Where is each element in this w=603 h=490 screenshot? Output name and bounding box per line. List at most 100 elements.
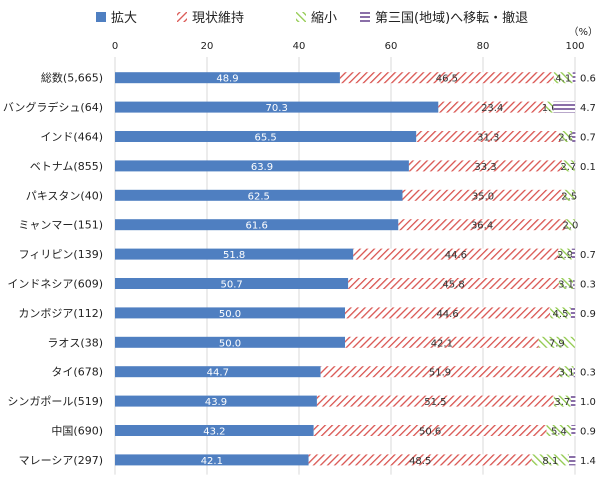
- data-label: 44.7: [207, 368, 229, 379]
- bar-segment: [565, 219, 575, 231]
- bar-segment: [416, 131, 561, 142]
- category-label: インドネシア(609): [7, 278, 103, 291]
- bar-segment: [320, 366, 560, 378]
- legend-swatch: [177, 12, 187, 22]
- bar-segment: [115, 219, 399, 231]
- data-label: 2.7: [560, 162, 576, 173]
- data-label: 2.0: [562, 221, 578, 232]
- category-label: 中国(690): [51, 425, 103, 438]
- data-label: 0.1: [580, 162, 596, 173]
- category-label: インド(464): [40, 131, 103, 144]
- chart-legend: 拡大 現状維持 縮小 第三国(地域)へ移転・撤退: [96, 10, 528, 26]
- data-label: 42.1: [201, 456, 223, 467]
- bar-segment: [546, 425, 572, 436]
- bar-segment: [115, 160, 409, 172]
- bar-segment: [115, 395, 317, 407]
- grid-lines: [114, 57, 576, 475]
- x-axis: 0 20 40 60 80 100: [112, 41, 585, 52]
- category-label: ミャンマー(151): [18, 219, 103, 232]
- bar-segment: [345, 336, 539, 348]
- data-label: 61.6: [246, 221, 268, 232]
- bar-segment: [558, 248, 572, 260]
- data-label: 48.9: [216, 74, 238, 85]
- bar-segment: [316, 395, 554, 407]
- data-label: 44.6: [445, 250, 467, 261]
- bar-segment: [560, 131, 573, 142]
- data-label: 51.5: [424, 397, 446, 408]
- unit-label: （%）: [568, 26, 598, 38]
- x-tick-label: 0: [112, 41, 118, 52]
- data-label: 23.4: [481, 103, 503, 114]
- data-label: 50.0: [219, 338, 241, 349]
- bar-segment: [353, 248, 559, 260]
- data-label: 4.1: [555, 74, 571, 85]
- bar-segment: [115, 366, 321, 378]
- legend-swatch: [296, 12, 306, 22]
- category-label: ベトナム(855): [30, 160, 103, 173]
- x-tick-label: 80: [477, 41, 490, 52]
- bar-segment: [115, 425, 314, 436]
- bar-segment: [339, 72, 554, 84]
- bar-segment: [115, 278, 349, 289]
- bar-segment: [569, 454, 576, 466]
- bar-segment: [553, 101, 575, 113]
- x-tick-label: 60: [385, 41, 398, 52]
- data-label: 43.9: [205, 397, 227, 408]
- data-label: 0.3: [580, 280, 596, 291]
- data-label: 0.9: [580, 309, 596, 320]
- bar-segment: [563, 189, 575, 201]
- bar-segment: [546, 101, 554, 113]
- data-label: 50.6: [419, 427, 441, 438]
- data-label: 62.5: [248, 191, 270, 202]
- data-label: 5.4: [551, 427, 567, 438]
- data-label: 44.6: [436, 309, 458, 320]
- bar-segment: [538, 336, 575, 348]
- bar-segment: [348, 278, 559, 289]
- data-label: 46.5: [436, 74, 458, 85]
- bar-segment: [571, 425, 576, 436]
- data-label: 0.3: [580, 368, 596, 379]
- data-label: 8.1: [542, 456, 558, 467]
- x-tick-label: 100: [565, 41, 584, 52]
- bar-segment: [572, 72, 576, 84]
- x-tick-label: 40: [293, 41, 306, 52]
- bar-segment: [571, 248, 575, 260]
- bar-segment: [115, 307, 345, 319]
- data-label: 2.9: [557, 250, 573, 261]
- data-label: 1.6: [542, 103, 558, 114]
- data-label: 63.9: [251, 162, 273, 173]
- bar-segment: [115, 248, 354, 260]
- data-label: 36.4: [471, 221, 493, 232]
- data-label: 50.7: [220, 280, 242, 291]
- data-label: 43.2: [203, 427, 225, 438]
- data-label: 31.3: [477, 133, 499, 144]
- data-label: 48.5: [409, 456, 431, 467]
- bar-segment: [573, 366, 575, 378]
- bar-segment: [115, 336, 345, 348]
- data-label: 0.9: [580, 427, 596, 438]
- data-label: 4.5: [553, 309, 569, 320]
- data-label: 7.9: [549, 338, 565, 349]
- data-label: 3.7: [554, 397, 570, 408]
- data-label: 50.0: [219, 309, 241, 320]
- legend-label: 現状維持: [192, 11, 244, 26]
- bar-segment: [402, 189, 564, 201]
- bar-segment: [559, 366, 574, 378]
- bar-segment: [408, 160, 563, 172]
- legend-label: 縮小: [311, 10, 337, 26]
- bar-segment: [553, 72, 573, 84]
- bar-segment: [562, 160, 575, 172]
- data-label: 0.7: [580, 250, 596, 261]
- legend-swatch: [360, 12, 370, 22]
- bar-segment: [115, 131, 417, 142]
- bar-segment: [438, 101, 547, 113]
- data-label: 3.1: [559, 368, 575, 379]
- data-label: 70.3: [266, 103, 288, 114]
- legend-label: 拡大: [111, 11, 137, 26]
- category-label: タイ(678): [51, 366, 103, 379]
- bar-segment: [313, 425, 547, 436]
- bar-segment: [550, 307, 571, 319]
- category-label: カンボジア(112): [18, 307, 103, 320]
- data-label: 45.8: [442, 280, 464, 291]
